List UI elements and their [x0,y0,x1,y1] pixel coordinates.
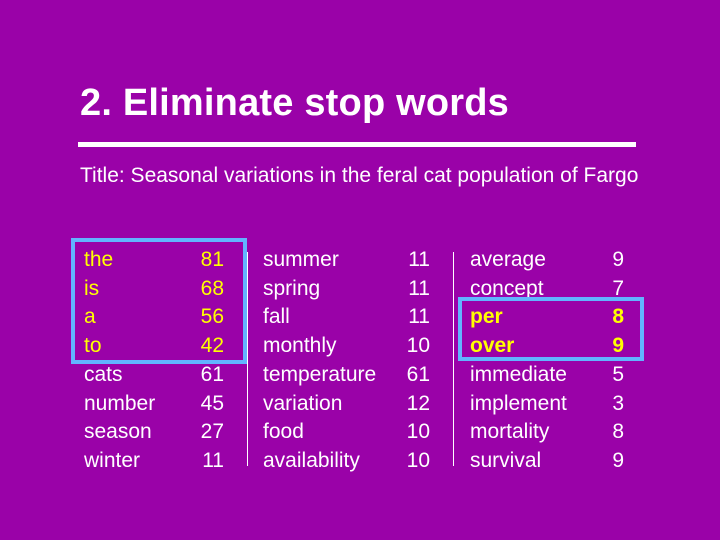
count-item: 45 [200,391,224,415]
count-item: 10 [406,448,430,472]
word-item: variation [263,391,343,415]
stop-words-highlight-box [458,297,644,361]
word-item: per [470,305,503,329]
count-column-1: 81 68 56 42 61 45 27 11 [190,246,224,476]
word-item: to [84,334,102,358]
count-item: 3 [612,391,624,415]
count-item: 61 [200,362,224,386]
word-item: over [470,334,515,358]
count-item: 11 [202,448,224,472]
count-item: 9 [612,448,624,472]
count-item: 8 [612,420,624,444]
word-item: temperature [263,362,377,386]
count-item: 81 [200,248,224,271]
word-item: summer [263,248,339,271]
word-item: availability [263,448,360,472]
count-item: 56 [200,305,224,329]
count-item: 5 [612,362,624,386]
stop-words-highlight-box [71,238,247,364]
word-item: concept [470,276,544,300]
word-item: mortality [470,420,550,444]
count-item: 68 [200,276,224,300]
word-item: fall [263,305,290,329]
word-item: number [84,391,156,415]
count-item: 10 [406,334,430,358]
count-item: 42 [200,334,224,358]
word-column-3: average concept per over immediate imple… [470,246,567,476]
word-column-1: the is a to cats number season winter [84,246,155,476]
word-item: implement [470,391,567,415]
word-item: cats [84,362,123,386]
column-divider [453,252,454,466]
title-underline [78,142,636,147]
count-column-3: 9 7 8 9 5 3 8 9 [600,246,624,476]
slide-title: 2. Eliminate stop words [80,82,510,124]
word-item: is [84,276,100,300]
word-item: a [84,305,96,329]
word-item: immediate [470,362,567,386]
count-item: 11 [408,305,430,329]
count-item: 12 [406,391,430,415]
count-item: 10 [406,420,430,444]
count-column-2: 11 11 11 10 61 12 10 10 [398,246,430,476]
word-item: season [84,420,152,444]
count-item: 11 [408,276,430,300]
word-item: survival [470,448,542,472]
count-item: 9 [612,334,624,358]
word-item: the [84,248,114,271]
column-divider [247,252,248,466]
word-item: food [263,420,304,444]
count-item: 7 [612,276,624,300]
count-item: 9 [612,248,624,271]
word-item: average [470,248,546,271]
word-item: winter [84,448,141,472]
count-item: 61 [406,362,430,386]
word-item: spring [263,276,321,300]
count-item: 8 [612,305,624,329]
slide-subtitle: Title: Seasonal variations in the feral … [80,164,639,187]
word-item: monthly [263,334,337,358]
count-item: 11 [408,248,430,271]
count-item: 27 [200,420,224,444]
word-column-2: summer spring fall monthly temperature v… [263,246,376,476]
